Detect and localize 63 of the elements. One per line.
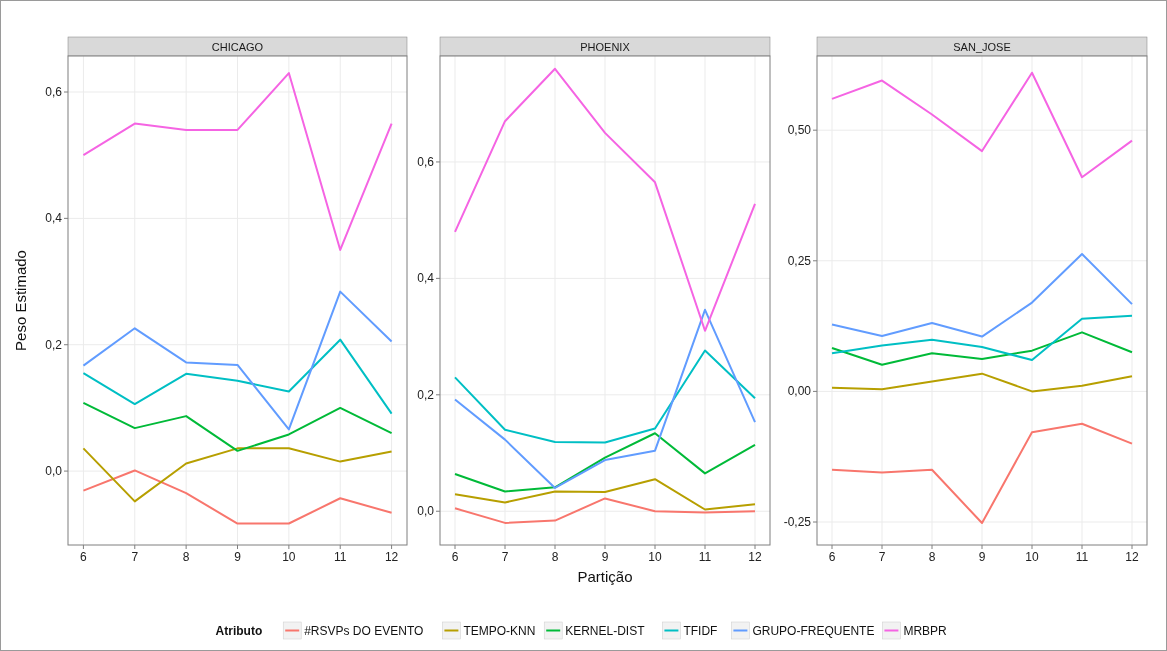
line-series	[454, 349, 756, 444]
line-series	[82, 338, 393, 415]
line-series	[454, 497, 756, 524]
x-axis-title: Partição	[577, 568, 633, 585]
line-series	[831, 253, 1133, 338]
y-tick-label: 0,6	[417, 154, 435, 169]
x-tick-label: 10	[648, 550, 662, 564]
x-tick-label: 9	[601, 550, 609, 564]
y-tick-label: 0,0	[45, 464, 63, 479]
x-tick-label: 8	[182, 550, 190, 564]
y-tick-label: 0,6	[45, 85, 63, 100]
chart-title: CHICAGO	[211, 41, 264, 53]
y-tick-label: 0,50	[787, 123, 812, 138]
x-tick-label: 8	[928, 550, 936, 564]
y-tick-label: 0,25	[787, 253, 812, 268]
legend-label: #RSVPs DO EVENTO	[304, 624, 424, 638]
x-tick-label: 7	[501, 550, 509, 564]
legend-title: Atributo	[215, 624, 263, 638]
line-series	[454, 67, 756, 332]
line-series	[82, 401, 393, 452]
y-tick-label: 0,2	[45, 337, 63, 352]
legend-label: KERNEL-DIST	[565, 624, 646, 638]
line-series	[82, 290, 393, 431]
x-tick-label: 11	[698, 550, 712, 564]
y-tick-label: 0,0	[417, 504, 435, 519]
line-series	[831, 314, 1133, 362]
legend-label: TFIDF	[683, 624, 718, 638]
chart-title: PHOENIX	[580, 41, 631, 53]
line-series	[831, 71, 1133, 179]
x-tick-label: 12	[748, 550, 762, 564]
x-tick-label: 6	[828, 550, 836, 564]
line-series	[831, 422, 1133, 525]
y-tick-label: 0,2	[417, 387, 435, 402]
x-tick-label: 7	[878, 550, 886, 564]
x-tick-label: 7	[131, 550, 139, 564]
x-tick-label: 9	[234, 550, 242, 564]
x-tick-label: 6	[451, 550, 459, 564]
line-series	[454, 478, 756, 511]
x-tick-label: 8	[551, 550, 559, 564]
y-tick-label: -0,25	[783, 515, 812, 530]
line-series	[82, 72, 393, 251]
legend-label: TEMPO-KNN	[463, 624, 536, 638]
x-tick-label: 10	[1025, 550, 1039, 564]
x-tick-label: 6	[80, 550, 88, 564]
x-tick-label: 11	[333, 550, 347, 564]
line-series	[831, 372, 1133, 393]
y-tick-label: 0,4	[45, 211, 63, 226]
x-tick-label: 10	[282, 550, 296, 564]
legend-label: GRUPO-FREQUENTE	[752, 624, 875, 638]
y-axis-title: Peso Estimado	[12, 250, 29, 351]
x-tick-label: 12	[1125, 550, 1139, 564]
y-tick-label: 0,4	[417, 271, 435, 286]
x-tick-label: 11	[1075, 550, 1089, 564]
y-tick-label: 0,00	[787, 384, 812, 399]
legend-label: MRBPR	[903, 624, 948, 638]
line-series	[454, 432, 756, 493]
line-series	[831, 331, 1133, 366]
x-tick-label: 12	[384, 550, 399, 564]
line-series	[82, 447, 393, 503]
line-series	[82, 469, 393, 525]
chart-title: SAN_JOSE	[953, 41, 1011, 53]
x-tick-label: 9	[978, 550, 986, 564]
line-series	[454, 308, 756, 489]
